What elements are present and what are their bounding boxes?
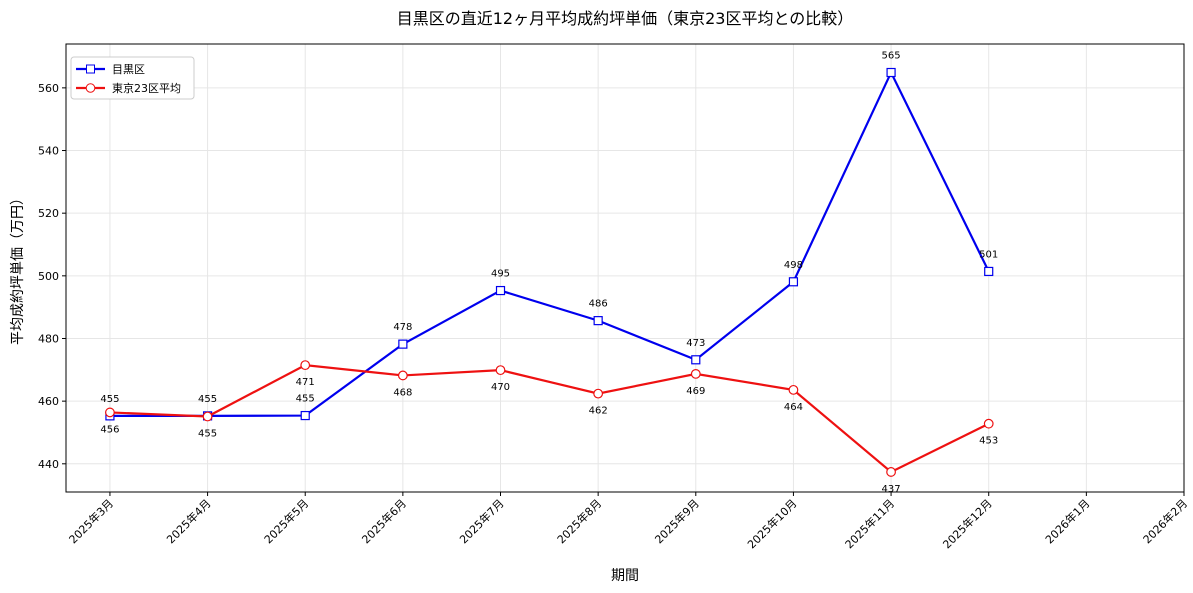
y-axis-label: 平均成約坪単価（万円）: [10, 191, 26, 345]
data-point: [788, 277, 799, 287]
series-group: 455 455 455 478 495 486 473 498 565 501 456 455 471 4…: [100, 51, 998, 495]
data-label: 486: [589, 299, 608, 310]
x-tick-label: 2025年9月: [652, 496, 702, 546]
chart-title: 目黒区の直近12ヶ月平均成約坪単価（東京23区平均との比較）: [397, 9, 854, 28]
data-label: 495: [491, 269, 510, 280]
x-tick-label: 2025年8月: [554, 496, 604, 546]
y-tick-label: 520: [38, 207, 59, 220]
y-tick-label: 560: [38, 82, 59, 95]
x-tick-label: 2025年3月: [66, 496, 116, 546]
legend-marker: [85, 83, 96, 93]
data-label: 468: [393, 387, 412, 398]
data-point: [495, 365, 506, 376]
data-point: [984, 266, 994, 277]
legend-marker: [86, 64, 95, 74]
y-tick-label: 440: [38, 458, 59, 471]
data-label: 455: [198, 394, 217, 405]
axes: 440 460 480 500 520 540 560 2025年3月 2025年4月 2025年…: [38, 43, 1190, 551]
series-line: [109, 363, 990, 474]
data-point: [886, 467, 896, 477]
x-axis-label: 期間: [611, 568, 639, 584]
legend-label: 目黒区: [112, 63, 145, 76]
data-point: [300, 410, 310, 421]
data-label: 473: [686, 338, 705, 349]
data-point: [300, 360, 311, 371]
x-tick-label: 2026年2月: [1140, 496, 1190, 546]
legend-label: 東京23区平均: [112, 81, 181, 95]
data-label: 501: [979, 249, 998, 260]
grid: [66, 44, 1185, 492]
data-label: 437: [882, 484, 901, 495]
data-point: [593, 316, 603, 326]
data-label: 455: [100, 394, 119, 405]
data-point: [788, 384, 799, 395]
data-label: 498: [784, 260, 803, 271]
data-label: 453: [979, 436, 998, 447]
data-label: 478: [393, 322, 412, 333]
data-label: 456: [100, 424, 119, 435]
series-line: [109, 69, 990, 417]
data-point: [495, 285, 506, 296]
x-tick-label: 2025年10月: [744, 496, 799, 551]
data-label: 471: [296, 377, 315, 388]
x-tick-label: 2025年11月: [842, 496, 897, 551]
x-tick-label: 2025年4月: [163, 496, 213, 546]
data-label: 455: [296, 394, 315, 405]
y-tick-label: 500: [38, 270, 59, 283]
y-tick-label: 540: [38, 145, 59, 158]
x-tick-label: 2025年7月: [456, 496, 506, 546]
data-label: 464: [784, 402, 803, 413]
data-point: [690, 368, 701, 379]
x-tick-label: 2025年12月: [940, 496, 995, 551]
x-tick-label: 2025年6月: [359, 496, 409, 546]
data-point: [398, 339, 408, 349]
plot-frame: [65, 43, 1185, 493]
data-point: [202, 411, 213, 422]
y-tick-label: 480: [38, 332, 59, 345]
x-tick-label: 2026年1月: [1042, 496, 1092, 546]
data-label: 469: [686, 386, 705, 397]
y-tick-label: 460: [38, 395, 59, 408]
data-point: [397, 370, 408, 381]
data-point: [983, 418, 994, 429]
data-point: [593, 388, 604, 399]
data-point: [691, 355, 701, 365]
data-label: 462: [589, 406, 608, 417]
x-tick-label: 2025年5月: [261, 496, 311, 546]
data-point: [105, 407, 115, 418]
data-label: 565: [882, 51, 901, 62]
data-point: [886, 67, 896, 78]
data-label: 470: [491, 382, 510, 393]
data-label: 455: [198, 428, 217, 439]
